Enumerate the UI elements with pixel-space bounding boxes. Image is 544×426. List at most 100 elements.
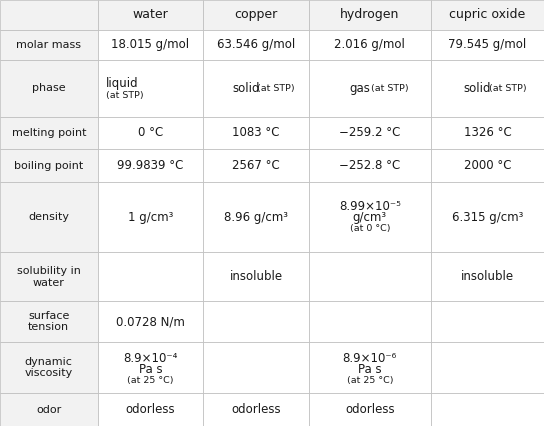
Text: (at 0 °C): (at 0 °C): [350, 224, 390, 233]
Text: 2000 °C: 2000 °C: [463, 159, 511, 172]
Bar: [203, 342, 309, 394]
Bar: [203, 30, 309, 60]
Text: water: water: [133, 9, 168, 21]
Text: (at STP): (at STP): [371, 83, 409, 93]
Bar: [0, 252, 97, 301]
Text: 0 °C: 0 °C: [138, 127, 163, 139]
Text: 1 g/cm³: 1 g/cm³: [128, 210, 173, 224]
Text: hydrogen: hydrogen: [340, 9, 399, 21]
Text: cupric oxide: cupric oxide: [449, 9, 526, 21]
Text: g/cm³: g/cm³: [353, 210, 387, 224]
Text: odorless: odorless: [126, 403, 175, 416]
Text: odorless: odorless: [231, 403, 281, 416]
Text: 18.015 g/mol: 18.015 g/mol: [112, 38, 189, 51]
Text: solid: solid: [232, 82, 260, 95]
Text: density: density: [28, 212, 69, 222]
Bar: [431, 301, 544, 342]
Text: melting point: melting point: [11, 128, 86, 138]
Bar: [309, 30, 431, 60]
Bar: [431, 252, 544, 301]
Bar: [97, 0, 203, 30]
Bar: [309, 342, 431, 394]
Bar: [431, 182, 544, 252]
Bar: [97, 394, 203, 426]
Text: 8.9×10⁻⁶: 8.9×10⁻⁶: [343, 352, 397, 365]
Bar: [309, 60, 431, 117]
Text: 8.9×10⁻⁴: 8.9×10⁻⁴: [123, 352, 177, 365]
Text: odorless: odorless: [345, 403, 394, 416]
Text: insoluble: insoluble: [230, 270, 282, 283]
Bar: [203, 60, 309, 117]
Bar: [97, 342, 203, 394]
Text: surface
tension: surface tension: [28, 311, 70, 332]
Text: 0.0728 N/m: 0.0728 N/m: [116, 315, 185, 328]
Bar: [203, 0, 309, 30]
Bar: [0, 301, 97, 342]
Bar: [0, 0, 97, 30]
Bar: [309, 301, 431, 342]
Bar: [97, 252, 203, 301]
Text: (at 25 °C): (at 25 °C): [347, 376, 393, 385]
Bar: [97, 182, 203, 252]
Bar: [203, 252, 309, 301]
Bar: [203, 117, 309, 149]
Text: 8.96 g/cm³: 8.96 g/cm³: [224, 210, 288, 224]
Bar: [309, 117, 431, 149]
Text: (at STP): (at STP): [106, 91, 143, 100]
Text: 1326 °C: 1326 °C: [463, 127, 511, 139]
Text: Pa s: Pa s: [139, 363, 162, 376]
Text: −252.8 °C: −252.8 °C: [339, 159, 400, 172]
Bar: [431, 60, 544, 117]
Text: 63.546 g/mol: 63.546 g/mol: [217, 38, 295, 51]
Text: 2.016 g/mol: 2.016 g/mol: [335, 38, 405, 51]
Bar: [203, 182, 309, 252]
Text: solid: solid: [463, 82, 491, 95]
Text: copper: copper: [234, 9, 277, 21]
Text: boiling point: boiling point: [14, 161, 83, 170]
Bar: [431, 0, 544, 30]
Bar: [309, 394, 431, 426]
Bar: [309, 0, 431, 30]
Bar: [0, 149, 97, 182]
Text: Pa s: Pa s: [358, 363, 382, 376]
Bar: [97, 30, 203, 60]
Bar: [431, 149, 544, 182]
Text: 2567 °C: 2567 °C: [232, 159, 280, 172]
Bar: [431, 30, 544, 60]
Bar: [203, 394, 309, 426]
Text: liquid: liquid: [106, 77, 138, 90]
Text: molar mass: molar mass: [16, 40, 81, 50]
Bar: [203, 149, 309, 182]
Text: 6.315 g/cm³: 6.315 g/cm³: [452, 210, 523, 224]
Text: (at STP): (at STP): [489, 83, 526, 93]
Text: dynamic
viscosity: dynamic viscosity: [24, 357, 73, 378]
Text: gas: gas: [349, 82, 370, 95]
Text: 79.545 g/mol: 79.545 g/mol: [448, 38, 527, 51]
Text: 1083 °C: 1083 °C: [232, 127, 280, 139]
Bar: [0, 182, 97, 252]
Bar: [0, 394, 97, 426]
Bar: [431, 394, 544, 426]
Text: 8.99×10⁻⁵: 8.99×10⁻⁵: [339, 199, 401, 213]
Text: insoluble: insoluble: [461, 270, 514, 283]
Text: phase: phase: [32, 83, 66, 93]
Bar: [203, 301, 309, 342]
Bar: [97, 117, 203, 149]
Bar: [431, 342, 544, 394]
Text: odor: odor: [36, 405, 61, 415]
Text: (at 25 °C): (at 25 °C): [127, 376, 174, 385]
Text: 99.9839 °C: 99.9839 °C: [117, 159, 183, 172]
Bar: [97, 149, 203, 182]
Bar: [309, 252, 431, 301]
Text: −259.2 °C: −259.2 °C: [339, 127, 400, 139]
Bar: [97, 60, 203, 117]
Bar: [0, 117, 97, 149]
Bar: [309, 149, 431, 182]
Bar: [431, 117, 544, 149]
Bar: [0, 30, 97, 60]
Bar: [0, 60, 97, 117]
Bar: [309, 182, 431, 252]
Text: solubility in
water: solubility in water: [17, 266, 81, 288]
Bar: [97, 301, 203, 342]
Bar: [0, 342, 97, 394]
